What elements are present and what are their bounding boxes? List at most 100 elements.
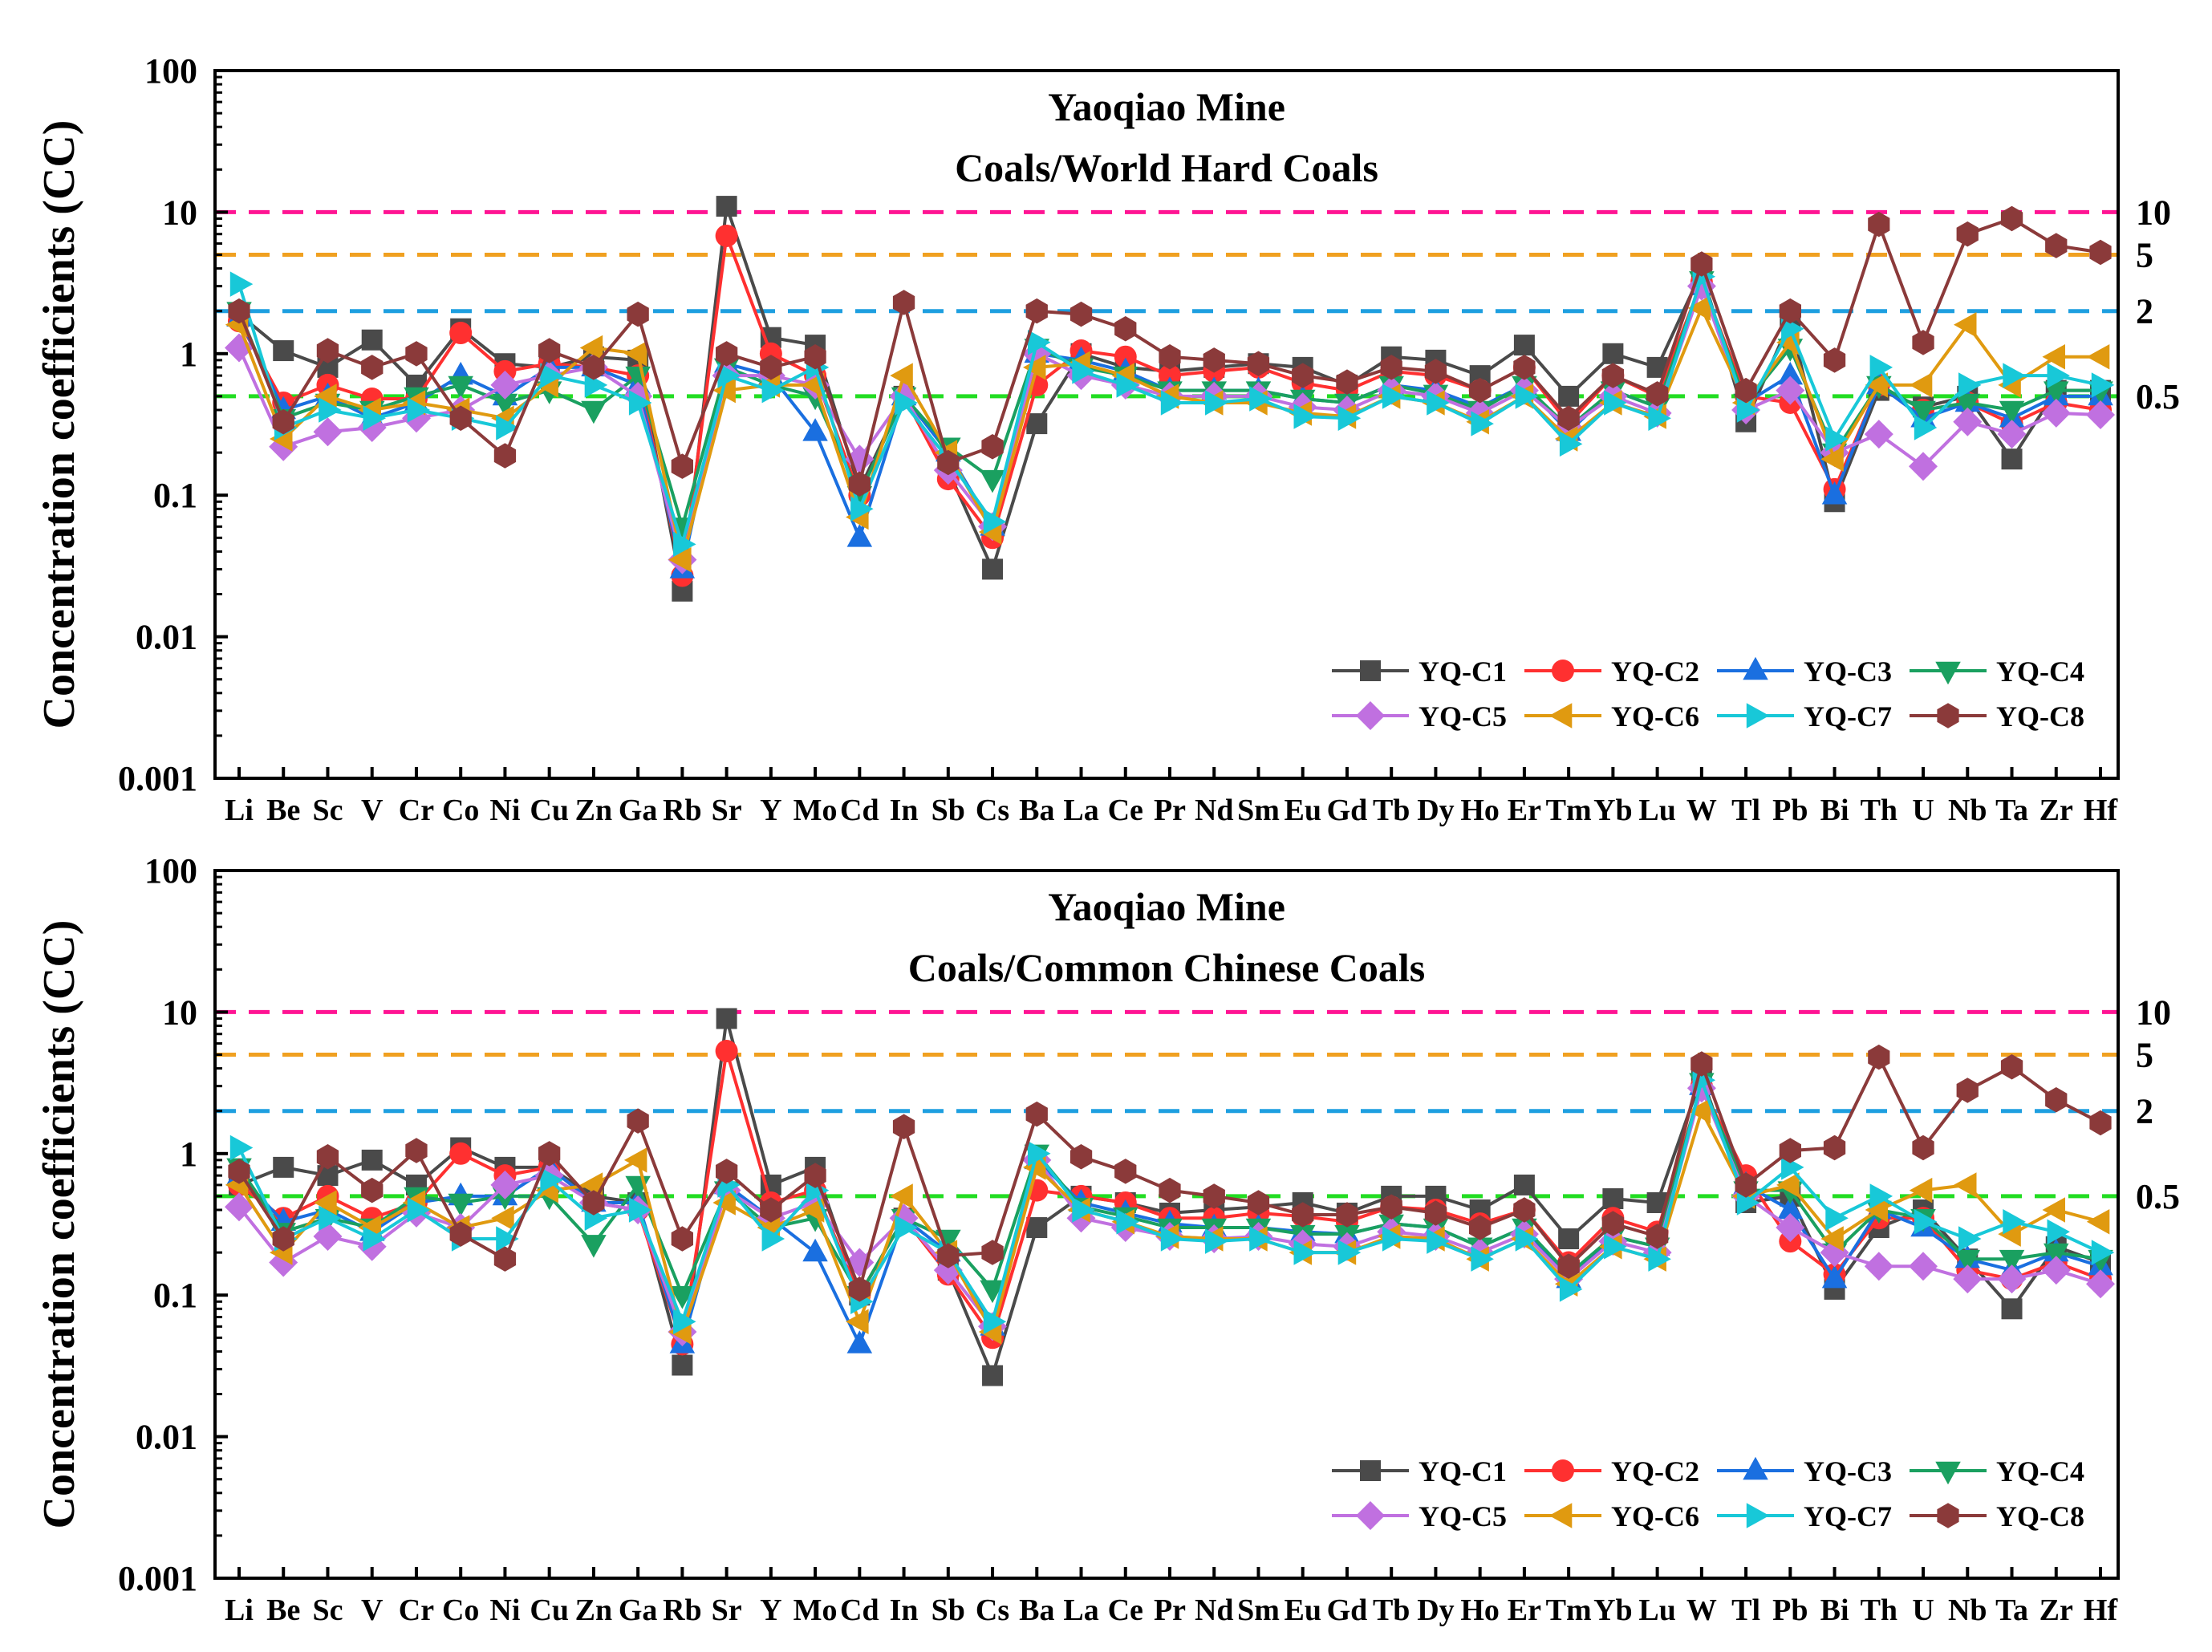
data-point-yq-c7-nb (1958, 1226, 1982, 1252)
x-tick-label-ta: Ta (1995, 1593, 2028, 1627)
data-point-yq-c7-ho (1471, 1246, 1494, 1272)
data-point-yq-c7-y (761, 1226, 785, 1252)
legend-label-yq-c8: YQ-C8 (1996, 700, 2084, 733)
chart-panel-world-hard-coals: 0.001 0.01 0.1 1 10 100 Li Be Sc V Cr Co Ni Cu Zn Ga Rb… (34, 51, 2180, 827)
data-point-yq-c8-ce (1114, 1159, 1137, 1184)
y-axis: 0.001 0.01 0.1 1 10 100 (118, 851, 228, 1598)
data-point-yq-c4-cs (980, 469, 1005, 493)
legend-item-yq-c2: YQ-C2 (1524, 1455, 1699, 1488)
data-point-yq-c4-co (448, 375, 473, 400)
x-tick-label-tm: Tm (1546, 1593, 1592, 1627)
data-point-yq-c8-la (1069, 301, 1093, 327)
data-point-yq-c1-yb (1602, 343, 1624, 364)
legend-marker-yq-c6 (1548, 1503, 1573, 1528)
x-tick-label-tl: Tl (1731, 1593, 1760, 1627)
data-point-yq-c8-sr (716, 1159, 738, 1184)
data-point-yq-c6-nb (1954, 1172, 1977, 1198)
data-point-yq-c5-li (225, 1192, 254, 1222)
data-point-yq-c6-th (1865, 1197, 1889, 1223)
data-point-yq-c8-v (361, 1177, 384, 1203)
data-point-yq-c5-hf (2086, 1269, 2115, 1299)
data-point-yq-c8-ni (493, 443, 517, 469)
data-point-yq-c3-mo (802, 1238, 828, 1262)
data-point-yq-c8-cd (848, 471, 871, 497)
x-tick-label-ni: Ni (489, 794, 520, 827)
x-tick-label-dy: Dy (1417, 794, 1454, 827)
legend-marker-yq-c4 (1935, 661, 1961, 685)
data-point-yq-c7-v (363, 1226, 386, 1252)
data-point-yq-c7-nd (1205, 390, 1228, 416)
plot-frame (213, 69, 2120, 780)
data-point-yq-c5-th (1864, 1252, 1893, 1281)
y-tick-label: 0.1 (153, 476, 197, 515)
data-point-yq-c8-in (892, 290, 915, 315)
x-tick-label-ga: Ga (619, 1593, 658, 1627)
data-point-yq-c4-zn (581, 1235, 607, 1258)
data-point-yq-c7-cu (540, 1167, 563, 1193)
data-point-yq-c7-sr (717, 363, 741, 388)
x-tick-label-cu: Cu (530, 1593, 569, 1627)
data-point-yq-c7-cs (983, 509, 1007, 534)
reference-label-5: 5 (2136, 1036, 2153, 1075)
x-tick-label-w: W (1686, 1593, 1717, 1627)
data-point-yq-c7-th (1869, 355, 1893, 380)
data-point-yq-c7-ta (2003, 1209, 2026, 1235)
data-point-yq-c2-co (449, 322, 473, 345)
data-point-yq-c7-tl (1736, 397, 1760, 423)
x-tick-label-er: Er (1508, 1593, 1541, 1627)
x-tick-label-ba: Ba (1019, 1593, 1054, 1627)
data-point-yq-c8-tm (1557, 1253, 1580, 1279)
y-tick-label: 0.01 (136, 1418, 197, 1457)
x-tick-label-sm: Sm (1237, 794, 1280, 827)
data-point-yq-c7-ni (496, 415, 519, 440)
data-point-yq-c5-u (1909, 452, 1938, 481)
x-tick-label-nb: Nb (1948, 1593, 1987, 1627)
data-point-yq-c2-co (449, 1142, 473, 1165)
data-point-yq-c8-sb (937, 1243, 960, 1268)
legend-item-yq-c4: YQ-C4 (1910, 656, 2084, 688)
series-layer (225, 196, 2115, 602)
data-point-yq-c4-rb (669, 1286, 696, 1309)
data-point-yq-c8-nd (1203, 1183, 1225, 1209)
data-point-yq-c8-eu (1292, 1202, 1314, 1228)
legend-item-yq-c1: YQ-C1 (1332, 656, 1507, 688)
x-tick-label-w: W (1686, 794, 1717, 827)
data-point-yq-c4-u (1910, 400, 1936, 424)
data-point-yq-c8-ce (1114, 316, 1137, 342)
data-point-yq-c6-in (890, 1183, 913, 1209)
data-point-yq-c8-sm (1247, 351, 1270, 376)
data-point-yq-c6-pb (1776, 1172, 1800, 1198)
x-tick-label-pr: Pr (1154, 1593, 1186, 1627)
x-tick-label-cr: Cr (399, 794, 434, 827)
data-point-yq-c8-rb (671, 453, 693, 479)
data-point-yq-c7-zn (584, 372, 608, 398)
reference-label-10: 10 (2136, 193, 2171, 232)
data-point-yq-c7-pr (1160, 1226, 1184, 1252)
x-tick-label-ho: Ho (1460, 794, 1500, 827)
data-point-yq-c7-cs (983, 1309, 1007, 1334)
data-point-yq-c7-yb (1604, 1234, 1627, 1260)
data-point-yq-c7-cd (850, 496, 874, 522)
data-point-yq-c6-ga (623, 1147, 647, 1173)
data-point-yq-c7-sm (1249, 386, 1272, 412)
legend-marker-yq-c7 (1746, 1503, 1770, 1528)
legend-item-yq-c8: YQ-C8 (1910, 700, 2084, 733)
data-point-yq-c6-bi (1820, 1226, 1844, 1252)
data-point-yq-c7-hf (2091, 1240, 2115, 1265)
data-point-yq-c6-mo (801, 1197, 825, 1223)
data-point-yq-c7-la (1072, 1197, 1095, 1223)
data-point-yq-c7-in (895, 1215, 918, 1240)
x-tick-label-cr: Cr (399, 1593, 434, 1627)
data-point-yq-c7-ni (496, 1226, 519, 1252)
data-point-yq-c7-tb (1382, 1226, 1406, 1252)
data-point-yq-c8-ho (1469, 377, 1492, 404)
data-point-yq-c8-li (228, 1159, 250, 1184)
x-tick-label-in: In (890, 794, 919, 827)
data-point-yq-c1-ta (2001, 449, 2023, 470)
data-point-yq-c3-cd (846, 524, 873, 547)
data-point-yq-c8-be (272, 409, 294, 435)
data-point-yq-c4-cs (980, 1280, 1005, 1304)
chart-title-line2: Coals/Common Chinese Coals (908, 945, 1425, 990)
data-point-yq-c5-ta (1997, 420, 2027, 449)
